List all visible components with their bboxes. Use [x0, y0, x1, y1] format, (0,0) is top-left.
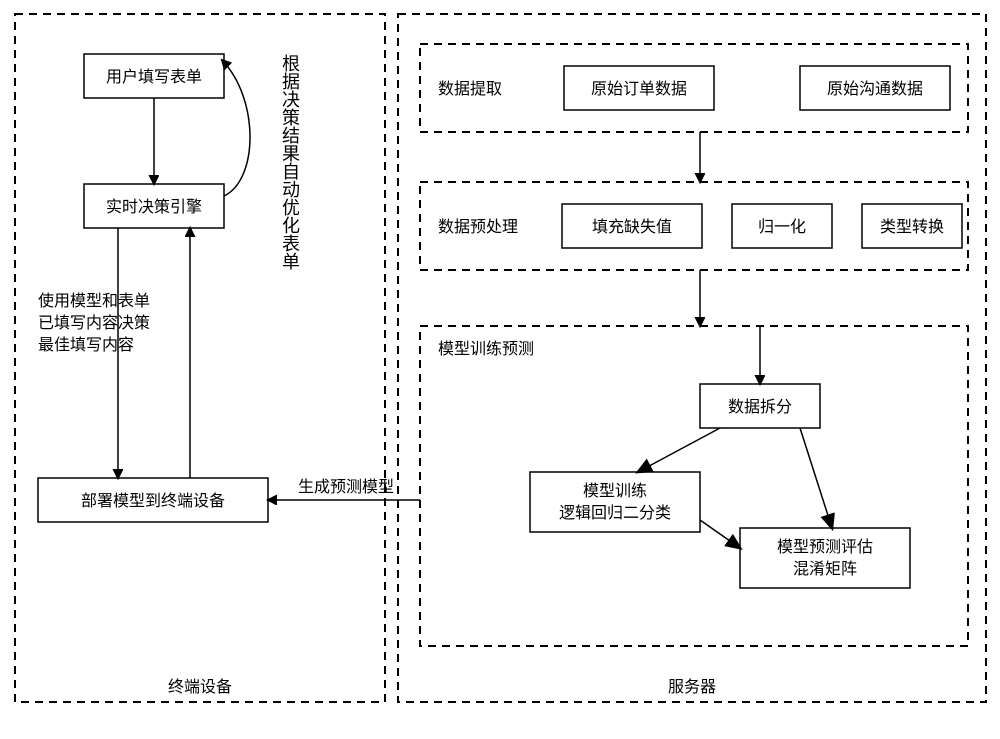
annotation-decision-line3: 最佳填写内容	[38, 336, 134, 354]
annotation-gen-model: 生成预测模型	[298, 478, 394, 496]
box-model-eval-line2: 混淆矩阵	[793, 560, 857, 578]
box-model-train-line1: 模型训练	[583, 482, 647, 500]
panel-terminal-label: 终端设备	[168, 678, 232, 696]
panel-terminal	[15, 14, 385, 702]
panel-server	[398, 14, 986, 702]
box-normalize-label: 归一化	[758, 218, 806, 236]
box-type-conv-label: 类型转换	[880, 218, 944, 236]
annotation-feedback-vertical: 根据决策结果自动优化表单	[280, 54, 300, 270]
box-model-eval-line1: 模型预测评估	[777, 538, 873, 556]
box-rt-engine-label: 实时决策引擎	[106, 198, 202, 216]
arrow-split-to-train	[638, 428, 720, 472]
arrow-train-to-eval	[700, 520, 740, 548]
box-raw-order-label: 原始订单数据	[591, 80, 687, 98]
box-user-form-label: 用户填写表单	[106, 68, 202, 86]
annotation-decision-line2: 已填写内容决策	[38, 314, 150, 332]
box-data-split-label: 数据拆分	[728, 398, 792, 416]
box-model-train-line2: 逻辑回归二分类	[559, 504, 671, 522]
arrow-engine-to-form-curve	[222, 60, 250, 196]
box-deploy-label: 部署模型到终端设备	[81, 492, 225, 510]
box-model-train	[530, 472, 700, 532]
panel-preproc-label: 数据预处理	[438, 218, 518, 236]
box-raw-comm-label: 原始沟通数据	[827, 80, 923, 98]
panel-train-label: 模型训练预测	[438, 340, 534, 358]
annotation-decision-line1: 使用模型和表单	[38, 292, 150, 310]
box-model-eval	[740, 528, 910, 588]
diagram-canvas: 终端设备 服务器 数据提取 数据预处理 模型训练预测 用户填写表单 实时决策引擎…	[0, 0, 1000, 739]
panel-server-label: 服务器	[668, 678, 716, 696]
panel-extract-label: 数据提取	[438, 80, 502, 98]
box-fill-missing-label: 填充缺失值	[592, 218, 672, 236]
arrow-split-to-eval	[800, 428, 832, 528]
